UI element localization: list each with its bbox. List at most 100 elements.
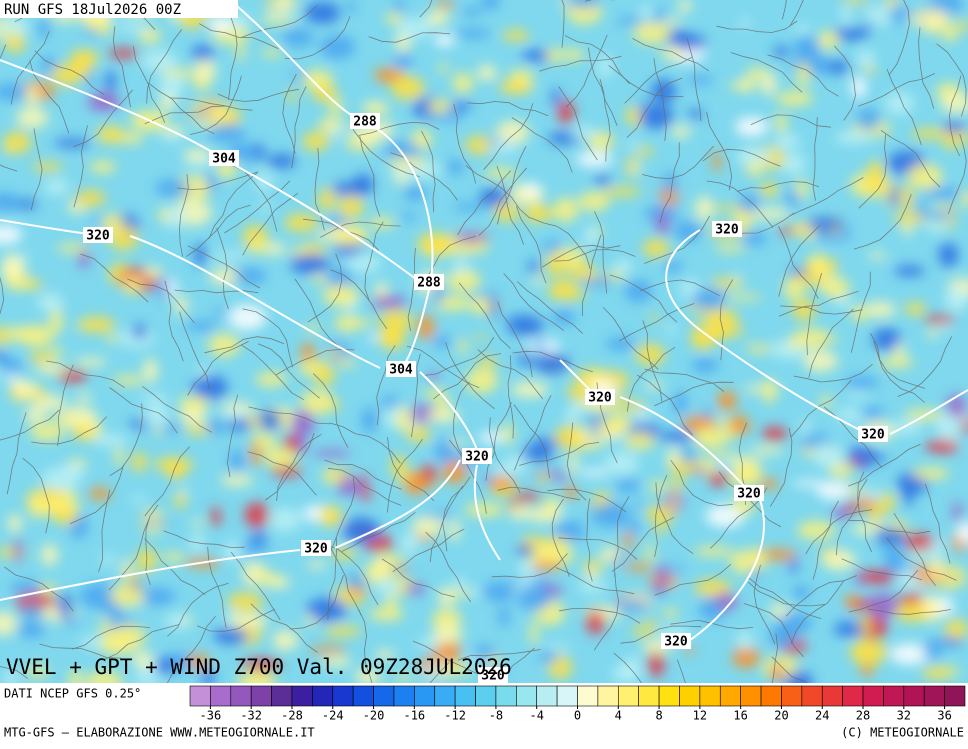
streamline bbox=[654, 563, 732, 596]
field-blob bbox=[864, 65, 877, 74]
field-blob bbox=[112, 375, 145, 385]
streamline bbox=[644, 368, 725, 392]
streamline bbox=[190, 75, 242, 135]
field-blob bbox=[255, 372, 287, 387]
contour-label-box bbox=[585, 389, 615, 405]
streamline bbox=[918, 27, 935, 109]
color-swatch bbox=[862, 685, 884, 707]
color-swatch bbox=[842, 685, 864, 707]
field-blob bbox=[864, 4, 899, 27]
streamline bbox=[771, 633, 779, 683]
streamline bbox=[421, 130, 436, 213]
streamline bbox=[588, 47, 618, 126]
streamline bbox=[654, 381, 734, 407]
streamline bbox=[654, 474, 668, 557]
field-blob bbox=[666, 322, 676, 336]
streamline bbox=[227, 394, 239, 478]
field-blob bbox=[307, 560, 327, 569]
field-blob bbox=[185, 320, 219, 331]
field-blob bbox=[624, 280, 652, 303]
streamline bbox=[0, 666, 29, 679]
streamline bbox=[747, 581, 826, 607]
streamline bbox=[466, 101, 549, 117]
field-blob bbox=[643, 381, 665, 390]
field-blob bbox=[505, 502, 521, 510]
color-swatch bbox=[516, 685, 538, 707]
field-blob bbox=[611, 664, 642, 683]
field-blob bbox=[686, 75, 714, 85]
field-blob bbox=[956, 521, 968, 545]
streamline bbox=[276, 433, 322, 502]
field-blob bbox=[452, 232, 490, 244]
streamline bbox=[329, 422, 401, 464]
field-blob bbox=[105, 69, 116, 94]
field-blob bbox=[655, 516, 667, 535]
field-blob bbox=[637, 98, 648, 110]
streamline bbox=[0, 164, 18, 172]
field-blob bbox=[894, 343, 906, 359]
field-blob bbox=[541, 240, 563, 253]
color-swatch bbox=[312, 685, 334, 707]
field-blob bbox=[797, 520, 836, 540]
streamline bbox=[425, 531, 472, 603]
field-blob bbox=[597, 53, 613, 79]
streamline bbox=[69, 464, 124, 525]
field-blob bbox=[728, 415, 750, 435]
field-blob bbox=[563, 410, 580, 423]
field-blob bbox=[769, 625, 799, 648]
field-blob bbox=[32, 162, 64, 172]
streamline bbox=[326, 539, 362, 616]
streamline bbox=[640, 279, 720, 297]
field-blob bbox=[938, 242, 959, 268]
field-blob bbox=[511, 492, 542, 503]
field-blob bbox=[553, 197, 579, 223]
streamline bbox=[488, 417, 521, 494]
streamline bbox=[609, 274, 678, 323]
streamline bbox=[314, 148, 325, 231]
streamline bbox=[387, 436, 435, 502]
field-blob bbox=[478, 356, 497, 369]
field-blob bbox=[581, 569, 602, 579]
field-blob bbox=[849, 639, 888, 666]
field-blob bbox=[191, 45, 215, 61]
streamline bbox=[0, 44, 7, 59]
streamline bbox=[497, 301, 533, 378]
field-blob bbox=[132, 650, 153, 668]
streamline bbox=[73, 89, 133, 148]
field-blob bbox=[854, 454, 888, 463]
streamline bbox=[823, 406, 883, 468]
field-blob bbox=[29, 423, 65, 441]
field-blob bbox=[857, 488, 883, 500]
streamline bbox=[144, 538, 206, 596]
streamline bbox=[564, 35, 630, 85]
streamline bbox=[442, 476, 471, 552]
field-blob bbox=[565, 263, 596, 278]
streamline bbox=[835, 478, 868, 556]
field-blob bbox=[245, 241, 269, 254]
field-blob bbox=[452, 73, 474, 93]
contour-line bbox=[665, 229, 968, 435]
streamline bbox=[559, 608, 641, 624]
field-blob bbox=[411, 516, 444, 537]
streamline bbox=[22, 457, 50, 534]
field-blob bbox=[371, 295, 408, 309]
field-blob bbox=[866, 160, 885, 187]
streamline bbox=[778, 225, 819, 299]
field-blob bbox=[663, 608, 678, 619]
field-blob bbox=[647, 651, 665, 678]
color-swatch bbox=[679, 685, 701, 707]
field-blob bbox=[912, 467, 950, 480]
field-blob bbox=[901, 220, 913, 236]
field-blob bbox=[856, 108, 881, 131]
field-blob bbox=[625, 106, 642, 126]
field-blob bbox=[102, 552, 113, 567]
field-blob bbox=[465, 368, 498, 394]
field-blob bbox=[939, 637, 964, 646]
field-blob bbox=[551, 309, 576, 326]
streamline bbox=[359, 136, 381, 217]
field-blob bbox=[792, 480, 826, 487]
field-blob bbox=[942, 121, 966, 134]
streamline bbox=[561, 0, 565, 48]
field-blob bbox=[942, 23, 958, 42]
